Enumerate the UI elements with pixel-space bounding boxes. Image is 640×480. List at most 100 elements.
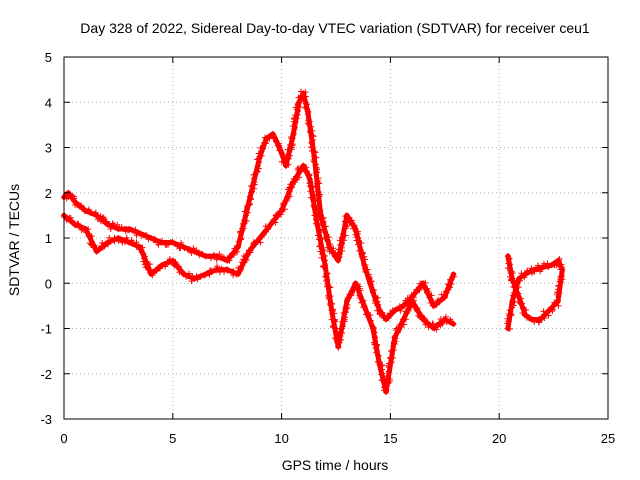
data-point-marker [416, 313, 423, 320]
data-point-marker [316, 226, 323, 233]
data-point-marker [372, 344, 379, 351]
data-point-marker [272, 137, 279, 144]
data-point-marker [251, 175, 258, 182]
data-point-marker [291, 124, 298, 131]
data-point-marker [234, 243, 241, 250]
data-point-marker [294, 166, 301, 173]
y-tick-label: -2 [40, 367, 52, 382]
data-point-marker [290, 132, 297, 139]
data-point-marker [304, 106, 311, 113]
data-point-marker [330, 250, 337, 257]
data-point-marker [305, 108, 312, 115]
data-point-marker [247, 247, 254, 254]
data-point-marker [370, 286, 377, 293]
data-point-marker [265, 224, 272, 231]
data-point-marker [252, 240, 259, 247]
data-point-marker [339, 240, 346, 247]
data-point-marker [385, 369, 392, 376]
series-trace [61, 90, 457, 322]
data-point-marker [320, 222, 327, 229]
data-point-marker [178, 239, 185, 246]
data-point-marker [141, 255, 148, 262]
data-point-marker [331, 324, 338, 331]
data-point-marker [367, 280, 374, 287]
data-point-marker [402, 316, 409, 323]
data-point-marker [354, 228, 361, 235]
data-point-marker [147, 266, 154, 273]
data-point-marker [343, 222, 350, 229]
data-point-marker [91, 244, 98, 251]
data-point-marker [145, 236, 152, 243]
data-point-marker [312, 149, 319, 156]
data-point-marker [211, 252, 218, 259]
data-point-marker [446, 284, 453, 291]
data-point-marker [332, 318, 339, 325]
data-point-marker [378, 371, 385, 378]
data-point-marker [400, 301, 407, 308]
data-point-marker [518, 270, 525, 277]
data-point-marker [376, 358, 383, 365]
data-point-marker [311, 202, 318, 209]
data-point-marker [443, 319, 450, 326]
data-point-marker [313, 205, 320, 212]
data-point-marker [255, 165, 262, 172]
data-point-marker [289, 141, 296, 148]
data-point [420, 316, 427, 323]
data-point-marker [237, 266, 244, 273]
data-point [248, 189, 255, 196]
data-point-marker [375, 301, 382, 308]
data-point-marker [157, 265, 164, 272]
data-point-marker [350, 225, 357, 232]
data-point-marker [278, 158, 285, 165]
x-tick-label: 10 [274, 431, 288, 446]
y-tick-label: -1 [40, 322, 52, 337]
data-point-marker [315, 232, 322, 239]
data-point-marker [101, 243, 108, 250]
data-point-marker [370, 328, 377, 335]
data-point-marker [220, 254, 227, 261]
data-point-marker [230, 272, 237, 279]
data-point-marker [309, 132, 316, 139]
data-point-marker [554, 286, 561, 293]
series-group [504, 253, 566, 332]
data-point-marker [373, 347, 380, 354]
data-point-marker [243, 217, 250, 224]
data-point-marker [557, 266, 564, 273]
data-point-marker [243, 210, 250, 217]
data-point-marker [511, 298, 518, 305]
data-point-marker [342, 309, 349, 316]
data-point [522, 271, 529, 278]
data-point [267, 221, 274, 228]
data-point-marker [410, 292, 417, 299]
data-point-marker [68, 217, 75, 224]
data-point-marker [105, 241, 112, 248]
data-point-marker [279, 205, 286, 212]
data-point-marker [437, 315, 444, 322]
data-point-marker [552, 300, 559, 307]
data-point-marker [317, 241, 324, 248]
data-point-marker [385, 315, 392, 322]
data-point-marker [367, 317, 374, 324]
data-point-marker [299, 165, 306, 172]
data-point-marker [335, 344, 342, 351]
data-point-marker [315, 197, 322, 204]
data-point-marker [344, 301, 351, 308]
data-point-marker [442, 313, 449, 320]
data-point-marker [516, 277, 523, 284]
data-point-marker [293, 115, 300, 122]
data-point-marker [549, 307, 556, 314]
data-point-marker [375, 352, 382, 359]
data-point-marker [335, 338, 342, 345]
data-point-marker [281, 206, 288, 213]
data-point-marker [301, 96, 308, 103]
data-point-marker [342, 213, 349, 220]
data-point-marker [387, 354, 394, 361]
data-point-marker [308, 183, 315, 190]
data-point-marker [207, 255, 214, 262]
data-point-marker [175, 263, 182, 270]
data-point-marker [436, 299, 443, 306]
data-point-marker [448, 274, 455, 281]
data-point-marker [555, 292, 562, 299]
data-point-marker [555, 283, 562, 290]
data-point-marker [374, 307, 381, 314]
